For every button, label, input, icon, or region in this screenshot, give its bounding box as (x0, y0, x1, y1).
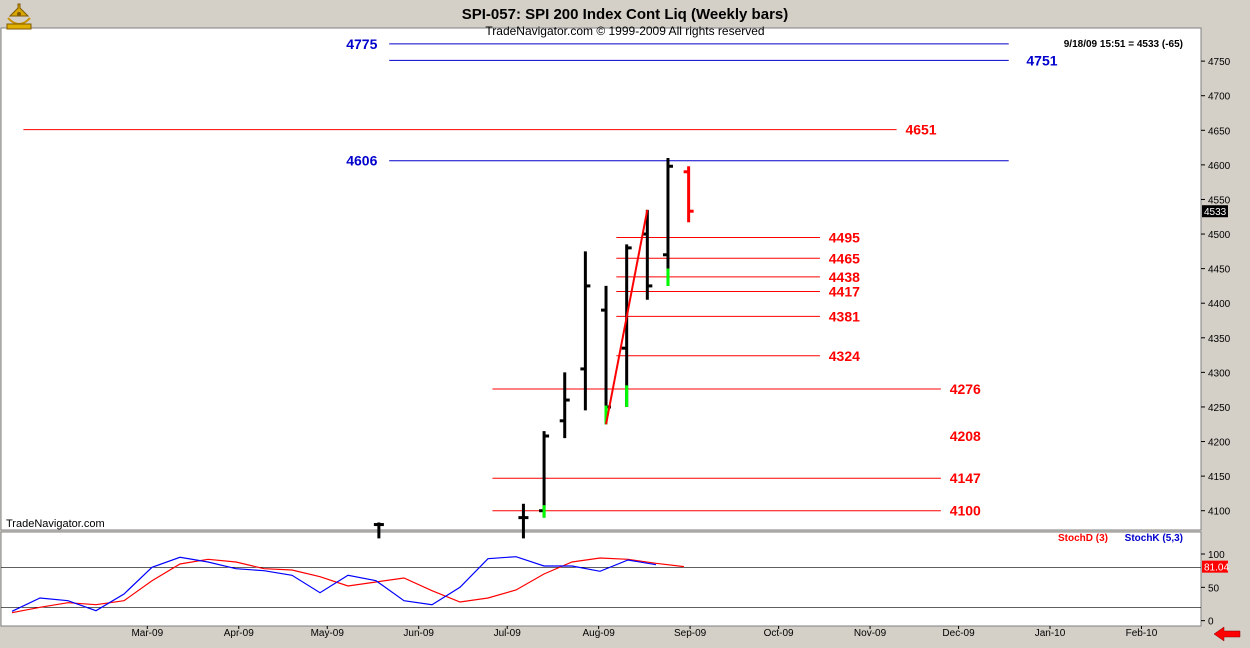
price-tick-label: 4200 (1208, 438, 1231, 449)
stoch-tick-label: 100 (1208, 550, 1225, 561)
quote-readout: 9/18/09 15:51 = 4533 (-65) (1064, 39, 1183, 50)
price-tick-label: 4450 (1208, 265, 1231, 276)
time-tick-label: Sep-09 (674, 628, 707, 639)
last-price-box (1202, 205, 1228, 218)
sextant-logo-icon (6, 3, 32, 30)
price-tick-label: 4350 (1208, 334, 1231, 345)
level-label: 4100 (950, 503, 981, 519)
scroll-left-arrow-icon[interactable] (1210, 626, 1248, 642)
price-tick-label: 4700 (1208, 92, 1231, 103)
trend-line (605, 209, 649, 425)
level-label: 4495 (829, 230, 860, 246)
chart-title: SPI-057: SPI 200 Index Cont Liq (Weekly … (462, 6, 789, 23)
watermark-text: TradeNavigator.com (6, 518, 105, 530)
price-tick-label: 4600 (1208, 161, 1231, 172)
time-axis: Mar-09 Apr-09 May-09 Jun-09 Jul-09 Aug-09 Sep-… (131, 626, 1158, 639)
time-tick-label: Jun-09 (403, 628, 434, 639)
time-tick-label: Nov-09 (854, 628, 887, 639)
level-label: 4324 (829, 348, 860, 364)
price-tick-label: 4150 (1208, 472, 1231, 483)
stoch-last-value-box (1202, 560, 1228, 573)
stoch-tick-label: 0 (1208, 617, 1214, 628)
level-label: 4751 (1026, 52, 1057, 68)
legend-stochk: StochK (5,3) (1125, 533, 1183, 544)
stoch-tick-label: 50 (1208, 583, 1220, 594)
stoch-layer: 0 50 100 81.04 (1, 550, 1229, 628)
chart-subtitle: TradeNavigator.com © 1999-2009 All right… (485, 24, 764, 38)
price-tick-label: 4250 (1208, 403, 1231, 414)
price-tick-label: 4550 (1208, 195, 1231, 206)
level-label: 4651 (905, 122, 936, 138)
time-tick-label: Dec-09 (942, 628, 975, 639)
price-tick-label: 4400 (1208, 299, 1231, 310)
price-tick-label: 4650 (1208, 126, 1231, 137)
level-label: 4381 (829, 308, 860, 324)
trend-layer (605, 209, 649, 425)
price-tick-label: 4750 (1208, 57, 1231, 68)
level-label: 4606 (346, 153, 377, 169)
level-label: 4465 (829, 250, 860, 266)
last-price-label: 4533 (1204, 207, 1227, 218)
level-label: 4208 (950, 428, 981, 444)
time-tick-label: Oct-09 (764, 628, 794, 639)
price-axis: 4100 4150 4200 4250 4300 4350 4400 4450 4500 4550… (1201, 57, 1231, 518)
level-label: 4438 (829, 269, 860, 285)
time-tick-label: Feb-10 (1126, 628, 1158, 639)
stoch-series-line (11, 556, 657, 612)
time-tick-label: Jul-09 (494, 628, 522, 639)
time-tick-label: May-09 (311, 628, 345, 639)
time-tick-label: Mar-09 (131, 628, 163, 639)
level-label: 4775 (346, 36, 377, 52)
price-tick-label: 4300 (1208, 368, 1231, 379)
stoch-series-line (11, 557, 685, 614)
stochastic-pane (0, 531, 1202, 627)
bars-layer (373, 157, 694, 539)
level-label: 4417 (829, 283, 860, 299)
time-tick-label: Apr-09 (224, 628, 254, 639)
level-label: 4147 (950, 470, 981, 486)
price-pane (0, 27, 1202, 531)
price-tick-label: 4500 (1208, 230, 1231, 241)
time-tick-label: Jan-10 (1035, 628, 1066, 639)
legend-stochd: StochD (3) (1058, 533, 1108, 544)
level-label: 4276 (950, 381, 981, 397)
price-tick-label: 4100 (1208, 507, 1231, 518)
stoch-last-value-label: 81.04 (1204, 563, 1229, 574)
time-tick-label: Aug-09 (583, 628, 616, 639)
